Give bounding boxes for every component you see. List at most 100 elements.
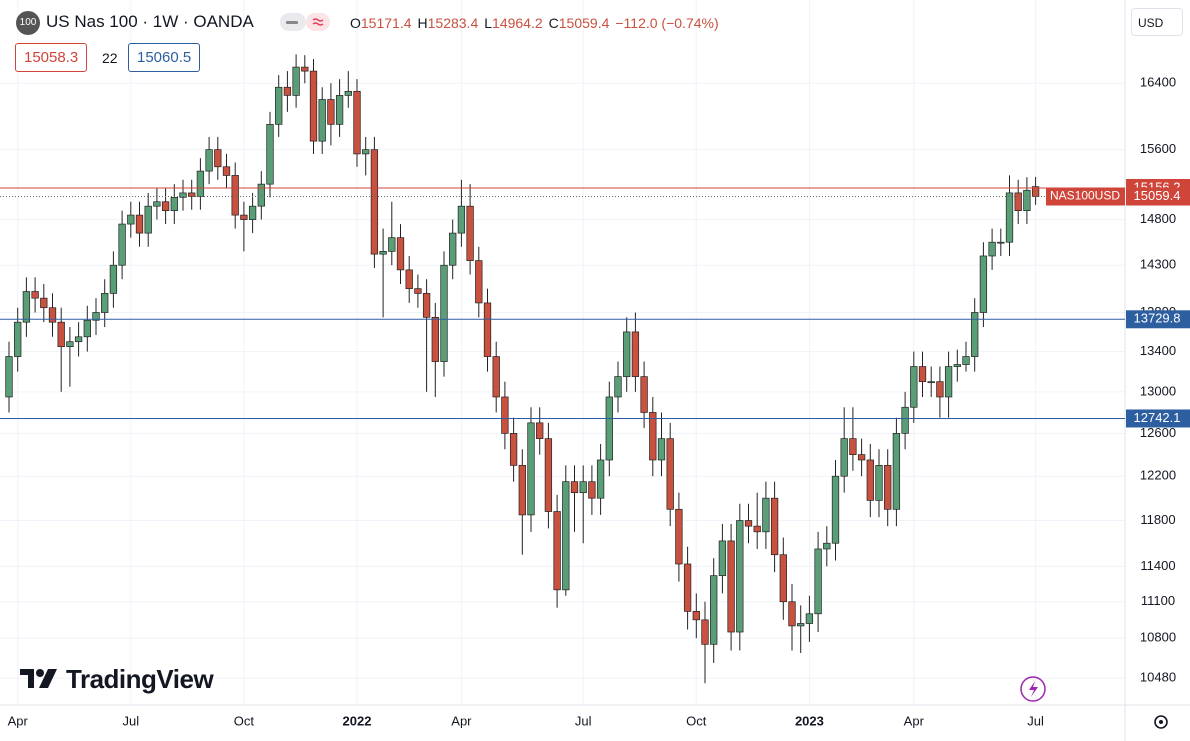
candle-body — [901, 406, 909, 434]
candle-body — [866, 459, 874, 501]
y-tick-label: 15600 — [1140, 141, 1176, 156]
candle-body — [109, 264, 118, 294]
candle-body — [66, 341, 74, 347]
ohlc-label: C — [548, 15, 559, 31]
symbol-label: NAS100USD — [1050, 189, 1120, 203]
candle-body — [22, 291, 31, 323]
candle-body — [736, 520, 744, 633]
candle-body — [57, 321, 65, 347]
candle-body — [501, 396, 509, 434]
currency-selector[interactable]: USD — [1131, 8, 1183, 36]
candle-body — [353, 90, 361, 155]
y-tick-label: 11100 — [1141, 593, 1175, 608]
candle-body — [483, 302, 492, 357]
candle-body — [849, 438, 857, 455]
candle-body — [918, 366, 927, 383]
candle-body — [857, 454, 866, 461]
x-tick-label: Apr — [904, 713, 925, 728]
candle-body — [596, 459, 605, 499]
candle-body — [396, 237, 405, 271]
candle-body — [379, 251, 387, 255]
y-tick-label: 13000 — [1140, 383, 1176, 398]
candle-body — [231, 175, 239, 216]
candle-body — [31, 291, 39, 299]
candle-body — [814, 548, 822, 615]
ohlc-label: L — [484, 15, 493, 31]
candle-body — [135, 214, 144, 234]
candle-body — [614, 376, 622, 398]
candle-body — [240, 214, 248, 220]
y-tick-label: 14300 — [1140, 257, 1176, 272]
candle-body — [414, 288, 422, 294]
candle-body — [101, 293, 109, 313]
x-tick-label: Apr — [451, 713, 472, 728]
candle-body — [718, 540, 727, 577]
candle-body — [388, 237, 396, 252]
price-label: 12742.1 — [1134, 410, 1181, 425]
candle-body — [362, 149, 370, 155]
ohlc-value: 15283.4 — [427, 15, 479, 31]
ohlc-label: H — [417, 15, 428, 31]
symbol-title[interactable]: US Nas 100 · 1W · OANDA — [46, 12, 254, 31]
alert-icon[interactable] — [1020, 676, 1046, 702]
candle-body — [988, 241, 996, 257]
last-price-bg — [1126, 187, 1190, 206]
x-tick-label: Jul — [575, 713, 592, 728]
y-tick-label: 16400 — [1140, 75, 1176, 90]
ohlc-value: 15059.4 — [558, 15, 610, 31]
candle-body — [475, 260, 483, 304]
candle-body — [675, 508, 683, 565]
ask-price[interactable]: 15060.5 — [128, 43, 201, 72]
y-tick-label: 12200 — [1140, 468, 1176, 483]
candle-body — [727, 540, 735, 633]
candle-body — [710, 575, 718, 645]
candle-body — [875, 465, 883, 501]
candle-body — [1014, 192, 1022, 211]
candle-body — [770, 497, 779, 556]
candle-body — [892, 433, 901, 510]
x-tick-label: Jul — [122, 713, 139, 728]
candle-body — [179, 192, 187, 198]
price-label-bg — [1126, 409, 1190, 428]
candle-body — [657, 438, 666, 461]
candle-body — [1005, 192, 1014, 243]
candle-body — [440, 264, 448, 362]
last-price-label: 15059.4 — [1134, 188, 1181, 203]
candle-body — [588, 481, 596, 499]
candle-body — [962, 356, 970, 365]
candle-body — [997, 241, 1005, 244]
candle-body — [170, 196, 178, 211]
y-tick-label: 13400 — [1140, 343, 1176, 358]
y-tick-label: 11800 — [1140, 512, 1175, 527]
x-tick-label: Oct — [686, 713, 707, 728]
price-change: −112.0 (−0.74%) — [615, 15, 719, 31]
candle-body — [422, 293, 431, 318]
candle-body — [953, 364, 961, 367]
price-label-bg — [1126, 310, 1190, 329]
market-status-icon — [306, 13, 330, 31]
bid-price[interactable]: 15058.3 — [15, 43, 88, 72]
alert-icon-bolt — [1029, 681, 1038, 697]
candle-body — [823, 542, 831, 550]
price-label: 13729.8 — [1134, 311, 1181, 326]
settings-icon[interactable] — [1154, 715, 1168, 729]
candle-body — [623, 331, 631, 377]
ohlc-value: 15171.4 — [360, 15, 412, 31]
candle-body — [971, 312, 979, 357]
candle-body — [74, 336, 83, 343]
candle-body — [692, 611, 700, 621]
candle-body — [48, 307, 57, 323]
candle-body — [161, 201, 170, 211]
candle-body — [153, 201, 161, 207]
x-tick-label: 2023 — [795, 713, 824, 728]
candle-body — [553, 511, 561, 591]
candle-body — [701, 619, 709, 645]
x-tick-label: Oct — [234, 713, 255, 728]
candle-body — [40, 297, 48, 309]
ohlc-value: 14964.2 — [492, 15, 543, 31]
candle-body — [196, 170, 205, 197]
candle-body — [753, 525, 761, 533]
symbol-badge: 100 — [16, 11, 40, 35]
